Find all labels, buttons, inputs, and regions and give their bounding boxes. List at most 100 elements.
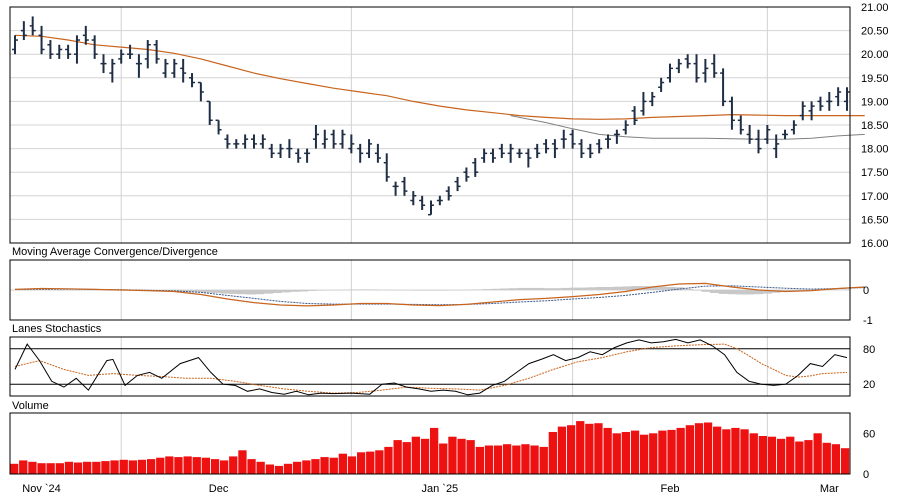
ohlc-bar [613, 129, 620, 144]
volume-bar [338, 453, 347, 474]
macd-histogram-bar [80, 290, 90, 291]
macd-histogram-bar [718, 290, 729, 294]
price-tick-label: 19.00 [861, 96, 889, 108]
x-tick-label: Jan `25 [421, 483, 458, 495]
ohlc-bar [649, 91, 656, 107]
ohlc-bar [675, 58, 682, 74]
macd-histogram-bar [202, 290, 212, 293]
ohlc-bar [596, 139, 603, 154]
volume-bar [265, 464, 274, 474]
ohlc-bar [392, 181, 399, 196]
ohlc-bar [321, 129, 328, 149]
ohlc-bar [755, 129, 762, 154]
volume-bar [630, 430, 640, 474]
macd-histogram-bar [255, 290, 265, 295]
ohlc-bar [135, 54, 142, 78]
ohlc-bar [118, 49, 125, 64]
volume-bar [10, 463, 19, 474]
ohlc-bar [189, 73, 196, 88]
macd-histogram-bar [333, 290, 344, 291]
volume-bar [19, 460, 28, 474]
ohlc-bar [242, 134, 249, 149]
ohlc-bar [516, 148, 523, 159]
ohlc-bar [445, 186, 452, 201]
volume-bar [567, 425, 576, 474]
price-tick-label: 18.00 [861, 144, 889, 156]
macd-histogram-bar [517, 287, 527, 290]
volume-bar [822, 442, 831, 474]
macd-histogram-bar [561, 287, 571, 290]
ohlc-bar [631, 106, 638, 125]
ohlc-bar [525, 148, 532, 168]
volume-bar [557, 426, 567, 474]
macd-histogram-bar [62, 290, 72, 291]
macd-line [14, 282, 865, 307]
macd-histogram-bar [18, 290, 29, 291]
ohlc-bar [773, 134, 780, 159]
volume-bar [676, 427, 685, 474]
volume-tick-label: 60 [863, 428, 875, 440]
volume-bar [402, 442, 411, 474]
macd-panel [10, 282, 865, 307]
macd-histogram-bar [788, 290, 799, 291]
volume-bar [703, 422, 713, 474]
volume-bar [64, 461, 74, 474]
ohlc-bar [454, 176, 461, 192]
ohlc-bar [622, 120, 629, 135]
volume-bar [366, 451, 375, 474]
ohlc-bar [782, 129, 789, 140]
ohlc-bar [658, 77, 665, 92]
macd-histogram-bar [832, 289, 842, 290]
macd-histogram-bar [377, 289, 387, 291]
ohlc-bar [835, 87, 842, 107]
price-tick-label: 18.50 [861, 120, 889, 132]
ohlc-bar [401, 176, 408, 196]
volume-bar [503, 444, 512, 474]
price-panel [12, 16, 865, 216]
volume-bar [92, 461, 101, 474]
price-tick-label: 16.00 [861, 238, 889, 250]
macd-histogram-bar [10, 290, 20, 291]
volume-bar [548, 432, 557, 474]
volume-bar [457, 438, 466, 474]
macd-histogram-bar [692, 290, 702, 291]
price-tick-label: 19.50 [861, 73, 889, 85]
macd-histogram-bar [543, 288, 554, 290]
volume-bar [667, 429, 676, 474]
volume-bar [767, 436, 777, 474]
stochastics-panel [10, 338, 850, 396]
ohlc-bar [507, 143, 514, 163]
volume-bar [658, 430, 667, 474]
stochastics-tick-label: 80 [863, 344, 875, 356]
macd-histogram-bar [753, 290, 764, 295]
volume-bar [795, 441, 804, 474]
volume-bar [694, 423, 704, 474]
macd-histogram-bar [360, 289, 370, 290]
macd-histogram-bar [272, 290, 282, 293]
ohlc-bar [383, 153, 390, 182]
macd-histogram-bar [298, 290, 309, 292]
ohlc-bar [728, 96, 735, 130]
ohlc-bar [12, 35, 18, 55]
ohlc-bar [65, 44, 72, 59]
volume-bar [484, 445, 494, 474]
macd-histogram-bar [806, 289, 816, 291]
volume-bar [713, 426, 722, 474]
ohlc-bar [357, 143, 364, 163]
ohlc-bar [29, 16, 36, 36]
volume-bar [786, 436, 795, 474]
volume-bar [220, 460, 229, 474]
macd-histogram-bar [351, 289, 361, 290]
macd-histogram-bar [403, 290, 414, 291]
volume-bar [165, 456, 174, 474]
stochastics-k-line [14, 338, 848, 396]
volume-bar [685, 425, 694, 474]
volume-bar [621, 432, 630, 474]
ohlc-bar [808, 101, 815, 121]
volume-bar [283, 463, 293, 474]
macd-histogram-bar [535, 287, 545, 290]
volume-bar [375, 450, 384, 474]
ohlc-bar [826, 91, 833, 111]
